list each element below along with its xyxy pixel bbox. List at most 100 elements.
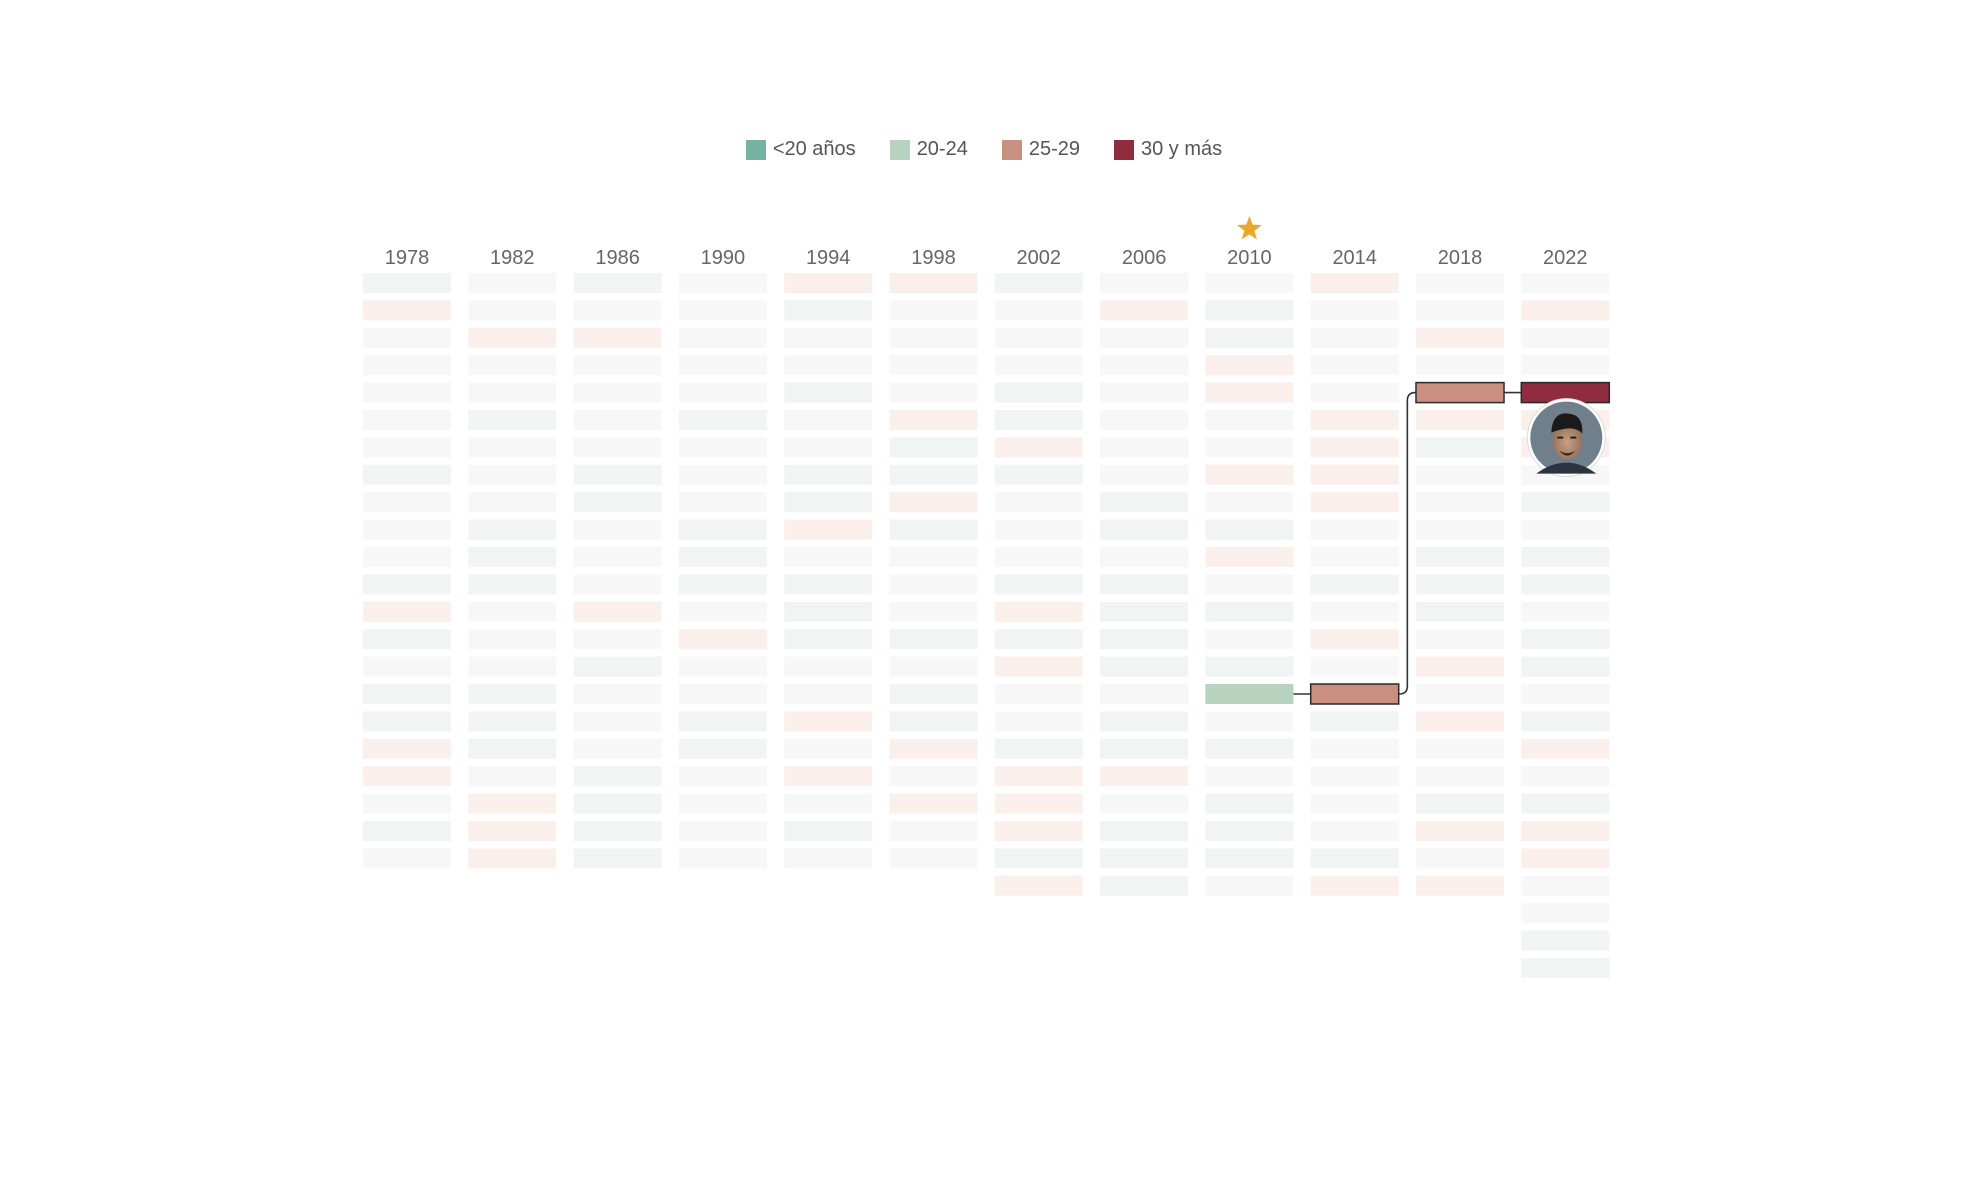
squad-cell [1100,519,1189,540]
squad-cell [1100,821,1189,841]
squad-cell [468,656,557,677]
squad-cell [994,711,1083,732]
year-label-2022: 2022 [1543,247,1588,269]
squad-cell [1416,848,1504,869]
squad-cell [784,848,873,869]
squad-cell [363,574,451,595]
squad-cell [889,711,978,732]
highlight-cell-2018 [1415,381,1505,404]
legend-label-30-plus: 30 y más [1141,138,1223,160]
squad-cell [678,327,767,348]
year-label-2010: 2010 [1227,247,1272,269]
squad-cell [678,684,767,704]
squad-cell [468,273,557,293]
squad-cell [678,464,767,485]
squad-cell [1521,629,1610,650]
squad-cell [994,464,1083,485]
highlight-cell-2014 [1309,683,1400,705]
legend-label-25-29: 25-29 [1028,138,1080,160]
legend-item-20-24: 20-24 [889,138,968,161]
squad-cell [363,766,451,787]
squad-cell [573,492,662,513]
squad-cell [1100,437,1189,458]
squad-cell [1521,355,1610,376]
squad-cell [1521,547,1610,567]
squad-cell [1100,547,1189,567]
squad-cell [889,738,978,759]
legend-label-20-24: 20-24 [916,138,968,160]
squad-cell [994,355,1083,376]
squad-cell [1416,300,1504,321]
year-label-1998: 1998 [911,247,956,269]
squad-cell [784,738,873,759]
squad-cell [1100,738,1189,759]
squad-cell [468,574,557,595]
squad-cell [994,382,1083,403]
squad-cell [573,574,662,595]
squad-cell [468,437,557,458]
squad-cell [1310,410,1399,430]
squad-cell [1100,848,1189,869]
squad-cell [1310,464,1399,485]
squad-cell [468,355,557,376]
squad-cell [678,382,767,403]
squad-cell [1100,656,1189,677]
player-photo [1526,398,1606,478]
squad-cell [678,519,767,540]
squad-cell [678,574,767,595]
squad-cell [468,382,557,403]
squad-cell [1100,793,1189,814]
squad-cell [1205,355,1294,376]
squad-cell [1310,875,1399,896]
year-label-1990: 1990 [701,247,746,269]
squad-cell [573,766,662,787]
squad-cell [573,684,662,704]
squad-cell [573,410,662,430]
squad-cell [1205,547,1294,567]
squad-cell [889,519,978,540]
squad-cell [1205,519,1294,540]
squad-cell [468,601,557,622]
squad-cell [994,821,1083,841]
squad-cell [994,848,1083,869]
squad-cell [1310,355,1399,376]
squad-cell [573,629,662,650]
squad-cell [1100,875,1189,896]
squad-cell [784,327,873,348]
squad-cell [889,848,978,869]
year-label-1994: 1994 [806,247,851,269]
squad-cell [994,519,1083,540]
squad-cell [1310,848,1399,869]
squad-cell [678,793,767,814]
squad-cell [1416,793,1504,814]
squad-cell [1416,464,1504,485]
squad-cell [1416,629,1504,650]
squad-cell [1416,601,1504,622]
squad-cell [678,821,767,841]
legend: <20 años 20-24 25-29 30 y más [0,138,1968,161]
champion-star-icon [1237,216,1262,240]
squad-cell [1100,300,1189,321]
squad-cell [1100,574,1189,595]
squad-cell [1521,930,1610,951]
squad-cell [363,273,451,293]
squad-cell [1100,684,1189,704]
squad-cell [1100,766,1189,787]
legend-swatch-25-29 [1001,139,1022,160]
squad-cell [363,629,451,650]
squad-cell [1205,382,1294,403]
squad-cell [1310,656,1399,677]
squad-cell [1416,519,1504,540]
squad-cell [1310,547,1399,567]
squad-cell [363,382,451,403]
squad-cell [468,547,557,567]
squad-cell [1521,519,1610,540]
squad-cell [994,793,1083,814]
squad-cell [994,766,1083,787]
squad-cell [784,711,873,732]
squad-cell [363,492,451,513]
highlight-overlay [1205,216,1611,705]
squad-cell [468,629,557,650]
squad-cell [363,437,451,458]
squad-cell [1521,903,1610,924]
